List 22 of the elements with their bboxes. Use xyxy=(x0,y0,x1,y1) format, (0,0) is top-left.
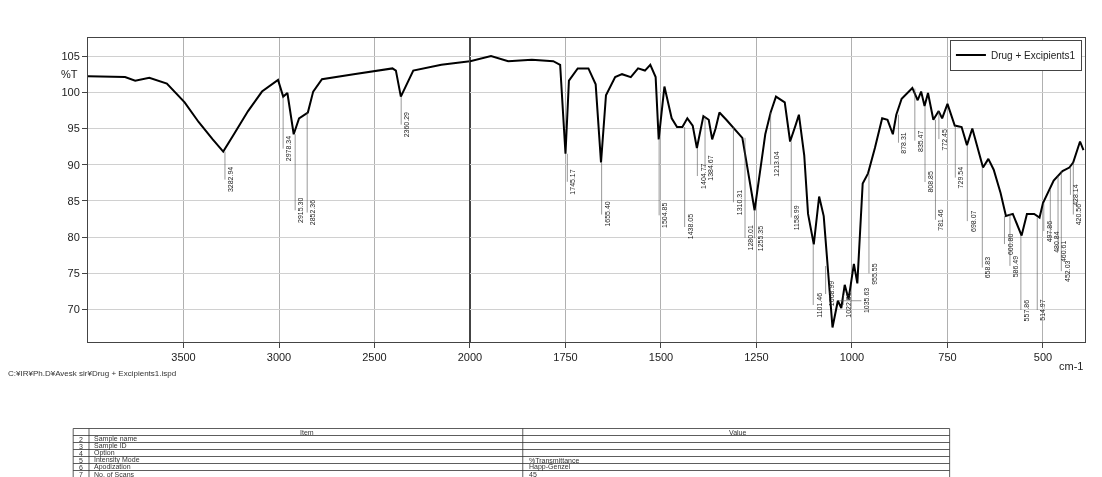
x-axis-title: cm-1 xyxy=(1059,360,1084,372)
y-axis-title: %T xyxy=(61,68,78,80)
x-tick-label: 2000 xyxy=(457,351,483,364)
x-tick-label: 2500 xyxy=(362,351,387,364)
y-tick-label: 95 xyxy=(67,122,80,135)
legend-label: Drug + Excipients1 xyxy=(990,49,1076,61)
x-tick-label: 3000 xyxy=(266,351,292,364)
y-tick-label: 105 xyxy=(61,49,80,62)
y-tick-label: 100 xyxy=(61,86,80,99)
y-tick-label: 80 xyxy=(67,230,80,243)
y-tick-label: 90 xyxy=(67,158,80,171)
y-tick-label: 70 xyxy=(67,303,80,316)
x-tick-label: 750 xyxy=(938,351,957,364)
text: C:¥IR¥Ph.D¥Avesk sir¥Drug + Excipients1.ispd xyxy=(8,369,177,378)
y-tick-label: 85 xyxy=(67,194,80,207)
x-tick-label: 1250 xyxy=(744,351,769,364)
x-tick-label: 1500 xyxy=(648,351,674,364)
x-tick-label: 1000 xyxy=(839,351,865,364)
y-tick-label: 75 xyxy=(67,267,80,280)
x-tick-label: 500 xyxy=(1033,351,1053,364)
x-tick-label: 1750 xyxy=(553,351,578,364)
x-tick-label: 3500 xyxy=(171,351,196,364)
